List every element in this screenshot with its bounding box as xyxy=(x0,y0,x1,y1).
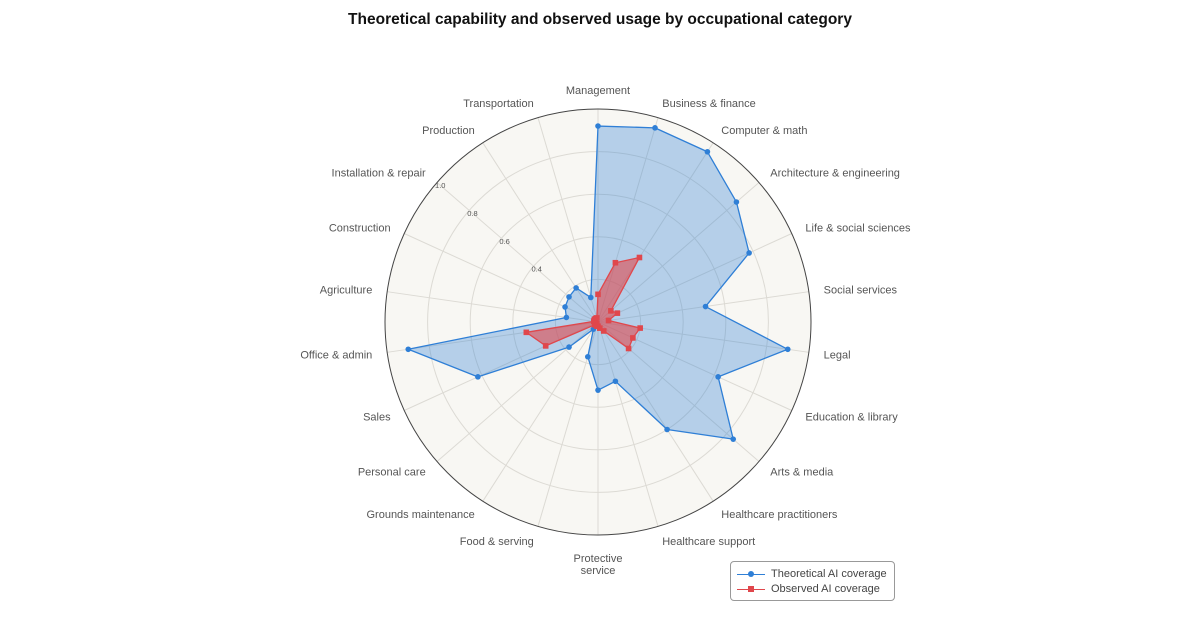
data-point-observed xyxy=(636,254,643,261)
outer-ring xyxy=(384,108,812,536)
data-point-observed xyxy=(591,321,598,328)
chart-title: Theoretical capability and observed usag… xyxy=(348,11,852,28)
data-point-observed xyxy=(595,291,601,298)
data-point-theoretical xyxy=(566,294,572,300)
category-label: Healthcare support xyxy=(662,536,755,548)
data-point-observed xyxy=(614,310,621,316)
category-label: Education & library xyxy=(805,412,898,424)
data-point-observed xyxy=(523,329,530,336)
legend-label: Observed AI coverage xyxy=(771,583,880,595)
legend: Theoretical AI coverage Observed AI cove… xyxy=(730,561,895,601)
data-point-observed xyxy=(637,325,643,331)
category-label: Food & serving xyxy=(460,536,534,548)
data-point-theoretical xyxy=(702,303,709,310)
data-point-theoretical xyxy=(704,148,711,155)
data-point-observed xyxy=(605,317,612,324)
legend-marker-theoretical-icon xyxy=(737,567,765,581)
data-point-theoretical xyxy=(715,374,721,380)
data-point-observed xyxy=(542,343,549,349)
radial-tick-label: 0.6 xyxy=(499,237,509,246)
category-label: Computer & math xyxy=(721,125,807,137)
data-point-theoretical xyxy=(405,346,412,353)
data-point-observed xyxy=(593,315,600,321)
category-label: Transportation xyxy=(463,98,534,110)
grid-spoke xyxy=(597,321,714,502)
data-point-theoretical xyxy=(733,199,740,205)
grid-spoke xyxy=(537,117,599,323)
category-label: Grounds maintenance xyxy=(366,509,474,521)
category-label: Office & admin xyxy=(300,349,372,361)
data-point-observed xyxy=(630,335,636,341)
data-point-theoretical xyxy=(595,123,601,129)
data-point-theoretical xyxy=(595,387,601,393)
data-point-theoretical xyxy=(584,353,591,360)
data-point-theoretical xyxy=(566,344,572,350)
category-label: Life & social sciences xyxy=(805,222,911,234)
radial-tick-label: 0.8 xyxy=(467,209,477,218)
radial-tick-label: 0.4 xyxy=(531,265,541,274)
category-label: Healthcare practitioners xyxy=(721,509,838,521)
data-point-theoretical xyxy=(784,346,791,353)
category-label: Protective service xyxy=(574,553,623,577)
grid-spoke xyxy=(387,291,599,323)
legend-item-theoretical: Theoretical AI coverage xyxy=(737,567,887,581)
grid-spoke xyxy=(597,182,760,323)
data-point-observed xyxy=(625,345,632,352)
data-point-theoretical xyxy=(475,374,481,380)
legend-marker-observed-icon xyxy=(737,582,765,596)
category-label: Agriculture xyxy=(320,285,373,297)
legend-label: Theoretical AI coverage xyxy=(771,568,887,580)
data-point-theoretical xyxy=(562,304,568,310)
radial-tick-label: 1.0 xyxy=(435,181,445,190)
data-point-theoretical xyxy=(730,436,737,442)
data-point-theoretical xyxy=(664,426,670,433)
data-point-theoretical xyxy=(563,314,570,321)
data-point-theoretical xyxy=(573,285,579,291)
category-label: Arts & media xyxy=(770,466,834,478)
legend-item-observed: Observed AI coverage xyxy=(737,582,880,596)
grid-spoke xyxy=(482,321,599,502)
category-label: Legal xyxy=(824,349,851,361)
category-label: Sales xyxy=(363,412,391,424)
grid-spoke xyxy=(436,182,599,323)
category-label: Architecture & engineering xyxy=(770,168,900,180)
category-label: Production xyxy=(422,125,475,137)
data-point-theoretical xyxy=(746,250,752,256)
category-label: Business & finance xyxy=(662,98,756,110)
grid-spoke xyxy=(597,321,659,527)
data-point-observed xyxy=(612,259,619,266)
data-point-observed xyxy=(608,308,614,314)
category-label: Construction xyxy=(329,222,391,234)
data-point-theoretical xyxy=(587,294,594,301)
grid-spoke xyxy=(597,233,792,323)
data-point-theoretical xyxy=(652,125,658,131)
data-point-observed xyxy=(600,328,607,334)
data-point-theoretical xyxy=(612,378,619,385)
category-label: Social services xyxy=(824,285,898,297)
category-label: Installation & repair xyxy=(332,168,426,180)
category-label: Personal care xyxy=(358,466,426,478)
grid-spoke xyxy=(482,142,599,323)
category-label: Management xyxy=(566,85,630,97)
